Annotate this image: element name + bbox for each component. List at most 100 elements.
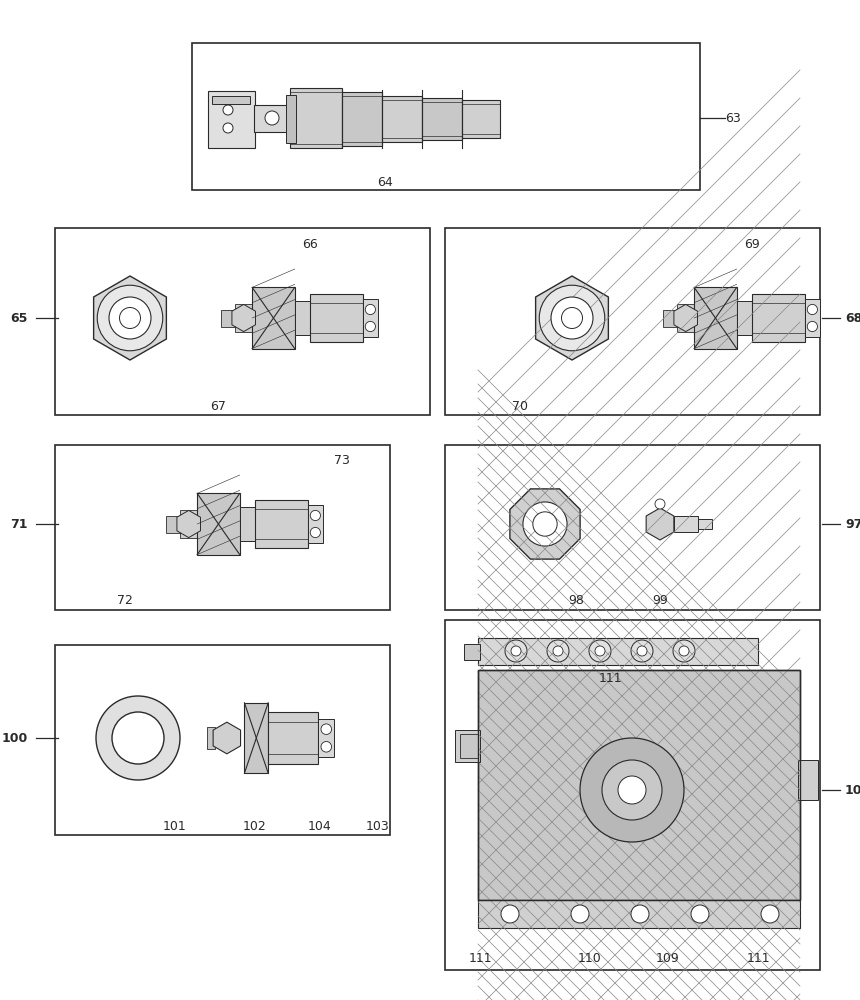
- Bar: [310, 294, 363, 342]
- Circle shape: [97, 285, 163, 351]
- Text: 101: 101: [163, 820, 187, 832]
- Text: 98: 98: [568, 593, 584, 606]
- Bar: [455, 730, 480, 762]
- Text: 72: 72: [117, 593, 133, 606]
- Bar: [221, 310, 237, 326]
- Text: 67: 67: [210, 399, 226, 412]
- Bar: [286, 95, 296, 143]
- Text: 110: 110: [578, 952, 602, 964]
- Bar: [422, 98, 462, 140]
- Bar: [240, 507, 255, 541]
- Circle shape: [223, 123, 233, 133]
- Bar: [805, 299, 820, 337]
- Text: 103: 103: [366, 820, 390, 832]
- Bar: [677, 304, 694, 332]
- Circle shape: [602, 760, 662, 820]
- Circle shape: [618, 776, 646, 804]
- Bar: [445, 620, 820, 970]
- Circle shape: [571, 905, 589, 923]
- Text: 69: 69: [744, 237, 760, 250]
- Text: 111: 111: [599, 672, 622, 684]
- Polygon shape: [646, 508, 674, 540]
- Polygon shape: [536, 276, 608, 360]
- Polygon shape: [674, 304, 697, 332]
- Circle shape: [553, 646, 563, 656]
- Bar: [460, 734, 478, 758]
- Polygon shape: [94, 276, 166, 360]
- Circle shape: [109, 297, 151, 339]
- Text: 64: 64: [378, 176, 393, 188]
- Circle shape: [808, 304, 818, 315]
- Circle shape: [120, 308, 140, 328]
- Polygon shape: [213, 722, 241, 754]
- Bar: [208, 91, 255, 148]
- Circle shape: [511, 646, 521, 656]
- Bar: [445, 445, 820, 610]
- Bar: [206, 727, 215, 749]
- Bar: [478, 670, 800, 900]
- Bar: [445, 228, 820, 415]
- Bar: [752, 294, 805, 342]
- Bar: [235, 304, 252, 332]
- Circle shape: [631, 905, 649, 923]
- Bar: [192, 43, 700, 190]
- Circle shape: [366, 321, 376, 332]
- Circle shape: [505, 640, 527, 662]
- Circle shape: [223, 105, 233, 115]
- Text: 70: 70: [512, 399, 528, 412]
- Circle shape: [679, 646, 689, 656]
- Text: 99: 99: [652, 593, 668, 606]
- Circle shape: [523, 502, 567, 546]
- Circle shape: [637, 646, 647, 656]
- Bar: [181, 510, 197, 538]
- Bar: [464, 644, 480, 660]
- Circle shape: [595, 646, 605, 656]
- Text: 104: 104: [308, 820, 332, 832]
- Bar: [295, 301, 310, 335]
- Circle shape: [321, 724, 332, 734]
- Text: 97: 97: [845, 518, 860, 530]
- Polygon shape: [694, 287, 737, 349]
- Circle shape: [533, 512, 557, 536]
- Bar: [382, 96, 422, 142]
- Circle shape: [501, 905, 519, 923]
- Circle shape: [366, 304, 376, 315]
- Bar: [698, 519, 712, 529]
- Circle shape: [321, 742, 332, 752]
- Circle shape: [310, 510, 321, 521]
- Text: 111: 111: [746, 952, 770, 964]
- Bar: [55, 228, 430, 415]
- Text: 68: 68: [845, 312, 860, 324]
- Polygon shape: [252, 287, 295, 349]
- Polygon shape: [232, 304, 255, 332]
- Text: 71: 71: [10, 518, 28, 530]
- Text: 73: 73: [334, 454, 350, 466]
- Text: 66: 66: [302, 237, 318, 250]
- Polygon shape: [177, 510, 200, 538]
- Bar: [255, 500, 308, 548]
- Bar: [737, 301, 752, 335]
- Text: 63: 63: [725, 111, 740, 124]
- Circle shape: [562, 308, 582, 328]
- Circle shape: [808, 321, 818, 332]
- Bar: [55, 445, 390, 610]
- Circle shape: [310, 527, 321, 538]
- Circle shape: [112, 712, 164, 764]
- Circle shape: [551, 297, 593, 339]
- Bar: [290, 88, 342, 148]
- Polygon shape: [197, 493, 240, 555]
- Text: 111: 111: [468, 952, 492, 964]
- Circle shape: [96, 696, 180, 780]
- Bar: [478, 900, 800, 928]
- Bar: [478, 638, 758, 665]
- Circle shape: [580, 738, 684, 842]
- Text: 109: 109: [845, 784, 860, 796]
- Bar: [268, 712, 318, 764]
- Circle shape: [631, 640, 653, 662]
- Circle shape: [761, 905, 779, 923]
- Text: 109: 109: [656, 952, 680, 964]
- Circle shape: [539, 285, 605, 351]
- Circle shape: [655, 499, 665, 509]
- Text: 102: 102: [243, 820, 267, 832]
- Bar: [166, 516, 182, 532]
